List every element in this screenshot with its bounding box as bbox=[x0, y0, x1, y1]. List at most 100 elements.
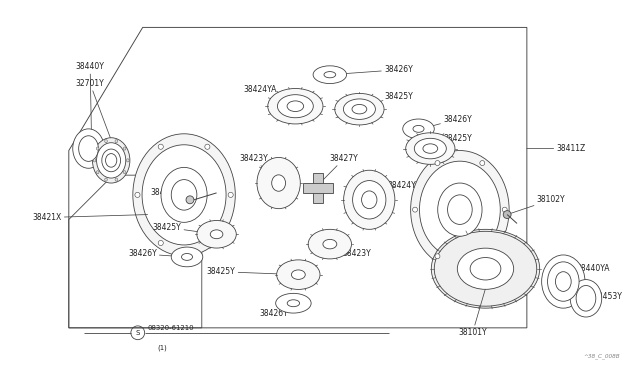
Ellipse shape bbox=[79, 136, 99, 161]
Ellipse shape bbox=[142, 145, 226, 245]
Ellipse shape bbox=[576, 285, 596, 311]
Ellipse shape bbox=[313, 66, 347, 84]
Ellipse shape bbox=[276, 260, 320, 289]
Ellipse shape bbox=[105, 140, 108, 143]
Text: 38424YA: 38424YA bbox=[243, 85, 296, 106]
Ellipse shape bbox=[411, 151, 509, 269]
Circle shape bbox=[413, 207, 417, 212]
Text: 38426Y: 38426Y bbox=[330, 65, 413, 75]
Ellipse shape bbox=[541, 255, 585, 308]
Circle shape bbox=[158, 144, 163, 149]
Circle shape bbox=[503, 211, 511, 218]
Ellipse shape bbox=[172, 180, 197, 210]
Text: 38425Y: 38425Y bbox=[152, 223, 216, 234]
Circle shape bbox=[435, 254, 440, 259]
Ellipse shape bbox=[127, 159, 129, 162]
Ellipse shape bbox=[73, 129, 104, 168]
Text: 38425Y: 38425Y bbox=[362, 92, 413, 109]
Ellipse shape bbox=[272, 175, 285, 191]
Ellipse shape bbox=[324, 71, 336, 78]
Ellipse shape bbox=[438, 183, 482, 236]
Circle shape bbox=[135, 192, 140, 198]
Text: ^38_C_008B: ^38_C_008B bbox=[584, 354, 620, 359]
Ellipse shape bbox=[97, 147, 99, 150]
Ellipse shape bbox=[257, 157, 300, 209]
FancyBboxPatch shape bbox=[313, 173, 323, 203]
Ellipse shape bbox=[413, 125, 424, 132]
Circle shape bbox=[480, 254, 484, 259]
Circle shape bbox=[205, 240, 210, 246]
Text: 38440Y: 38440Y bbox=[76, 62, 104, 136]
Text: 38425Y: 38425Y bbox=[207, 267, 298, 276]
Text: 38425Y: 38425Y bbox=[430, 134, 472, 148]
Ellipse shape bbox=[106, 154, 116, 167]
Ellipse shape bbox=[276, 294, 311, 313]
Ellipse shape bbox=[406, 133, 455, 164]
Ellipse shape bbox=[353, 180, 386, 219]
Ellipse shape bbox=[344, 170, 395, 230]
Text: (1): (1) bbox=[157, 344, 167, 351]
Ellipse shape bbox=[291, 270, 305, 279]
Ellipse shape bbox=[172, 247, 203, 267]
Ellipse shape bbox=[97, 143, 126, 178]
Ellipse shape bbox=[287, 101, 303, 112]
Ellipse shape bbox=[362, 191, 377, 209]
Text: 38426Y: 38426Y bbox=[128, 250, 187, 259]
Text: 38423Y: 38423Y bbox=[239, 154, 278, 183]
Ellipse shape bbox=[458, 248, 514, 289]
Text: 38440YA: 38440YA bbox=[563, 264, 610, 274]
Text: 38426Y: 38426Y bbox=[422, 115, 472, 129]
Ellipse shape bbox=[133, 134, 236, 256]
Ellipse shape bbox=[287, 300, 300, 307]
Ellipse shape bbox=[278, 95, 314, 118]
Ellipse shape bbox=[435, 231, 537, 306]
Ellipse shape bbox=[268, 89, 323, 124]
Ellipse shape bbox=[115, 178, 118, 181]
Ellipse shape bbox=[570, 280, 602, 317]
Ellipse shape bbox=[548, 262, 579, 301]
Text: 38424Y: 38424Y bbox=[369, 180, 416, 200]
Ellipse shape bbox=[323, 240, 337, 249]
Text: 38102Y: 38102Y bbox=[507, 195, 565, 215]
Ellipse shape bbox=[161, 167, 207, 222]
Circle shape bbox=[480, 161, 484, 166]
Ellipse shape bbox=[102, 149, 120, 172]
Circle shape bbox=[502, 207, 507, 212]
Ellipse shape bbox=[419, 161, 500, 258]
Circle shape bbox=[205, 144, 210, 149]
Text: 38427Y: 38427Y bbox=[318, 154, 358, 185]
FancyBboxPatch shape bbox=[303, 183, 333, 193]
Text: 08320-61210: 08320-61210 bbox=[148, 325, 194, 331]
Ellipse shape bbox=[124, 147, 126, 150]
Ellipse shape bbox=[97, 171, 99, 174]
Ellipse shape bbox=[470, 257, 501, 280]
Circle shape bbox=[158, 240, 163, 246]
Text: S: S bbox=[136, 330, 140, 336]
Ellipse shape bbox=[92, 138, 130, 183]
Text: 38422J: 38422J bbox=[150, 188, 194, 200]
Ellipse shape bbox=[403, 119, 435, 139]
Ellipse shape bbox=[352, 105, 367, 114]
Ellipse shape bbox=[93, 159, 96, 162]
Ellipse shape bbox=[211, 230, 223, 239]
Ellipse shape bbox=[182, 253, 193, 260]
Text: 38421X: 38421X bbox=[33, 213, 148, 222]
Ellipse shape bbox=[447, 195, 472, 224]
Ellipse shape bbox=[105, 178, 108, 181]
Circle shape bbox=[186, 196, 194, 204]
Ellipse shape bbox=[556, 272, 571, 291]
Ellipse shape bbox=[414, 138, 446, 159]
Circle shape bbox=[228, 192, 233, 198]
Ellipse shape bbox=[431, 230, 540, 308]
Text: 38411Z: 38411Z bbox=[527, 144, 586, 153]
Ellipse shape bbox=[335, 93, 384, 125]
Text: 32701Y: 32701Y bbox=[76, 79, 115, 151]
Text: 38423Y: 38423Y bbox=[330, 244, 371, 259]
Text: 38101Y: 38101Y bbox=[458, 288, 487, 337]
Ellipse shape bbox=[423, 144, 438, 153]
Ellipse shape bbox=[308, 230, 351, 259]
Text: 38453Y: 38453Y bbox=[586, 292, 623, 301]
Ellipse shape bbox=[115, 140, 118, 143]
Ellipse shape bbox=[197, 221, 236, 248]
Ellipse shape bbox=[344, 99, 376, 119]
